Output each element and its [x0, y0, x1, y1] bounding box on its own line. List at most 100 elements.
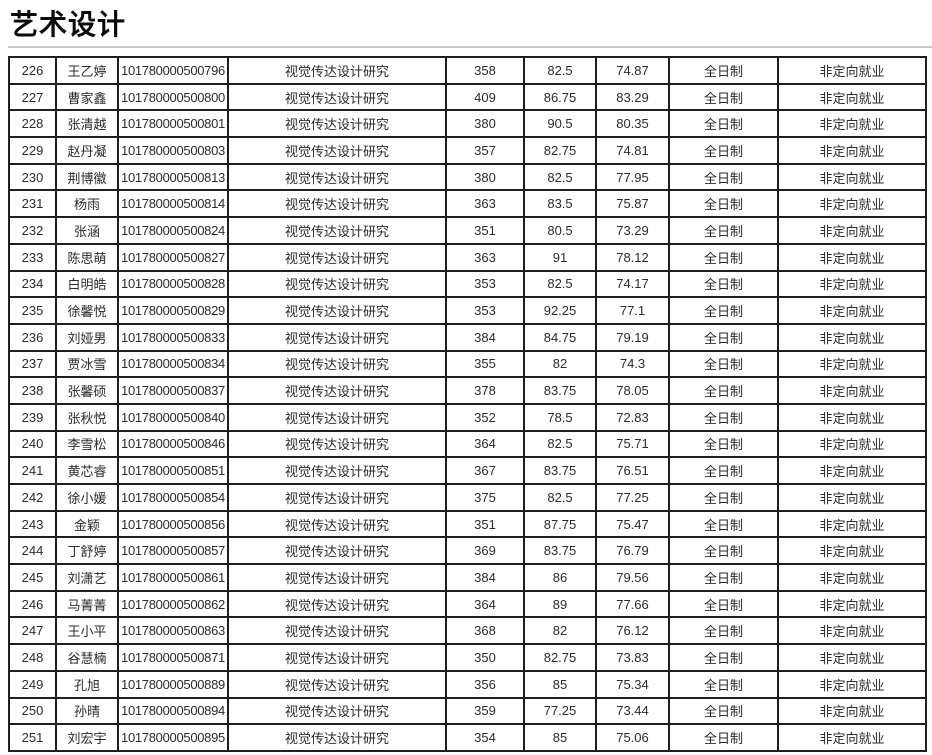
cell-exam-id: 101780000500803: [117, 136, 229, 165]
cell-candidate-name: 荆博徽: [55, 162, 119, 192]
cell-study-mode: 全日制: [668, 723, 779, 752]
cell-row-number: 234: [8, 269, 57, 299]
cell-total-score: 79.19: [595, 322, 670, 352]
cell-candidate-name: 李雪松: [55, 429, 119, 459]
cell-employment-type: 非定向就业: [777, 402, 927, 432]
cell-total-score: 76.51: [595, 456, 670, 485]
cell-employment-type: 非定向就业: [777, 216, 927, 245]
cell-employment-type: 非定向就业: [777, 82, 927, 112]
cell-retest-score: 83.5: [523, 189, 597, 219]
cell-study-mode: 全日制: [668, 643, 779, 672]
cell-retest-score: 84.75: [523, 322, 597, 352]
cell-employment-type: 非定向就业: [777, 509, 927, 539]
cell-row-number: 231: [8, 189, 57, 219]
cell-study-mode: 全日制: [668, 536, 779, 566]
table-row: 250 孙晴 101780000500894 视觉传达设计研究 359 77.2…: [8, 696, 927, 726]
cell-employment-type: 非定向就业: [777, 616, 927, 646]
cell-initial-score: 359: [445, 696, 525, 726]
cell-study-mode: 全日制: [668, 242, 779, 272]
cell-employment-type: 非定向就业: [777, 162, 927, 192]
cell-total-score: 76.79: [595, 536, 670, 566]
table-row: 227 曹家鑫 101780000500800 视觉传达设计研究 409 86.…: [8, 82, 927, 112]
cell-candidate-name: 孙晴: [55, 696, 119, 726]
cell-initial-score: 368: [445, 616, 525, 646]
cell-employment-type: 非定向就业: [777, 563, 927, 592]
table-row: 249 孔旭 101780000500889 视觉传达设计研究 356 85 7…: [8, 669, 927, 699]
cell-row-number: 250: [8, 696, 57, 726]
cell-research-direction: 视觉传达设计研究: [227, 509, 447, 539]
cell-row-number: 251: [8, 723, 57, 752]
cell-research-direction: 视觉传达设计研究: [227, 296, 447, 325]
cell-exam-id: 101780000500856: [117, 509, 229, 539]
table-row: 226 王乙婷 101780000500796 视觉传达设计研究 358 82.…: [8, 56, 927, 85]
table-row: 234 白明皓 101780000500828 视觉传达设计研究 353 82.…: [8, 269, 927, 299]
cell-retest-score: 77.25: [523, 696, 597, 726]
cell-employment-type: 非定向就业: [777, 669, 927, 699]
cell-initial-score: 364: [445, 429, 525, 459]
cell-study-mode: 全日制: [668, 429, 779, 459]
cell-employment-type: 非定向就业: [777, 269, 927, 299]
cell-employment-type: 非定向就业: [777, 242, 927, 272]
cell-initial-score: 384: [445, 322, 525, 352]
cell-exam-id: 101780000500862: [117, 589, 229, 619]
page-title: 艺术设计: [10, 9, 127, 40]
cell-candidate-name: 张涵: [55, 216, 119, 245]
cell-row-number: 239: [8, 402, 57, 432]
cell-employment-type: 非定向就业: [777, 109, 927, 139]
cell-initial-score: 350: [445, 643, 525, 672]
cell-candidate-name: 张清越: [55, 109, 119, 139]
cell-research-direction: 视觉传达设计研究: [227, 456, 447, 485]
cell-research-direction: 视觉传达设计研究: [227, 616, 447, 646]
cell-total-score: 75.06: [595, 723, 670, 752]
cell-total-score: 77.95: [595, 162, 670, 192]
cell-exam-id: 101780000500813: [117, 162, 229, 192]
cell-row-number: 230: [8, 162, 57, 192]
cell-exam-id: 101780000500796: [117, 56, 229, 85]
cell-retest-score: 80.5: [523, 216, 597, 245]
table-row: 237 贾冰雪 101780000500834 视觉传达设计研究 355 82 …: [8, 349, 927, 379]
cell-total-score: 74.87: [595, 56, 670, 85]
table-row: 248 谷慧楠 101780000500871 视觉传达设计研究 350 82.…: [8, 643, 927, 672]
cell-research-direction: 视觉传达设计研究: [227, 723, 447, 752]
cell-research-direction: 视觉传达设计研究: [227, 82, 447, 112]
cell-employment-type: 非定向就业: [777, 429, 927, 459]
cell-retest-score: 83.75: [523, 456, 597, 485]
table-row: 229 赵丹凝 101780000500803 视觉传达设计研究 357 82.…: [8, 136, 927, 165]
cell-exam-id: 101780000500827: [117, 242, 229, 272]
cell-research-direction: 视觉传达设计研究: [227, 696, 447, 726]
cell-total-score: 74.3: [595, 349, 670, 379]
table-row: 230 荆博徽 101780000500813 视觉传达设计研究 380 82.…: [8, 162, 927, 192]
cell-exam-id: 101780000500851: [117, 456, 229, 485]
cell-study-mode: 全日制: [668, 669, 779, 699]
cell-retest-score: 91: [523, 242, 597, 272]
cell-total-score: 78.12: [595, 242, 670, 272]
cell-total-score: 78.05: [595, 376, 670, 405]
cell-retest-score: 82.5: [523, 429, 597, 459]
table-body: 226 王乙婷 101780000500796 视觉传达设计研究 358 82.…: [8, 56, 927, 752]
cell-exam-id: 101780000500840: [117, 402, 229, 432]
cell-exam-id: 101780000500800: [117, 82, 229, 112]
cell-candidate-name: 杨雨: [55, 189, 119, 219]
cell-study-mode: 全日制: [668, 483, 779, 512]
cell-retest-score: 86.75: [523, 82, 597, 112]
cell-total-score: 73.44: [595, 696, 670, 726]
cell-retest-score: 82.75: [523, 643, 597, 672]
cell-exam-id: 101780000500801: [117, 109, 229, 139]
cell-study-mode: 全日制: [668, 322, 779, 352]
cell-exam-id: 101780000500861: [117, 563, 229, 592]
cell-total-score: 79.56: [595, 563, 670, 592]
cell-employment-type: 非定向就业: [777, 376, 927, 405]
cell-employment-type: 非定向就业: [777, 56, 927, 85]
table-row: 228 张清越 101780000500801 视觉传达设计研究 380 90.…: [8, 109, 927, 139]
cell-study-mode: 全日制: [668, 136, 779, 165]
cell-total-score: 77.25: [595, 483, 670, 512]
cell-row-number: 229: [8, 136, 57, 165]
cell-exam-id: 101780000500834: [117, 349, 229, 379]
cell-research-direction: 视觉传达设计研究: [227, 349, 447, 379]
cell-initial-score: 353: [445, 269, 525, 299]
cell-initial-score: 409: [445, 82, 525, 112]
cell-exam-id: 101780000500857: [117, 536, 229, 566]
cell-total-score: 83.29: [595, 82, 670, 112]
cell-initial-score: 369: [445, 536, 525, 566]
cell-retest-score: 78.5: [523, 402, 597, 432]
